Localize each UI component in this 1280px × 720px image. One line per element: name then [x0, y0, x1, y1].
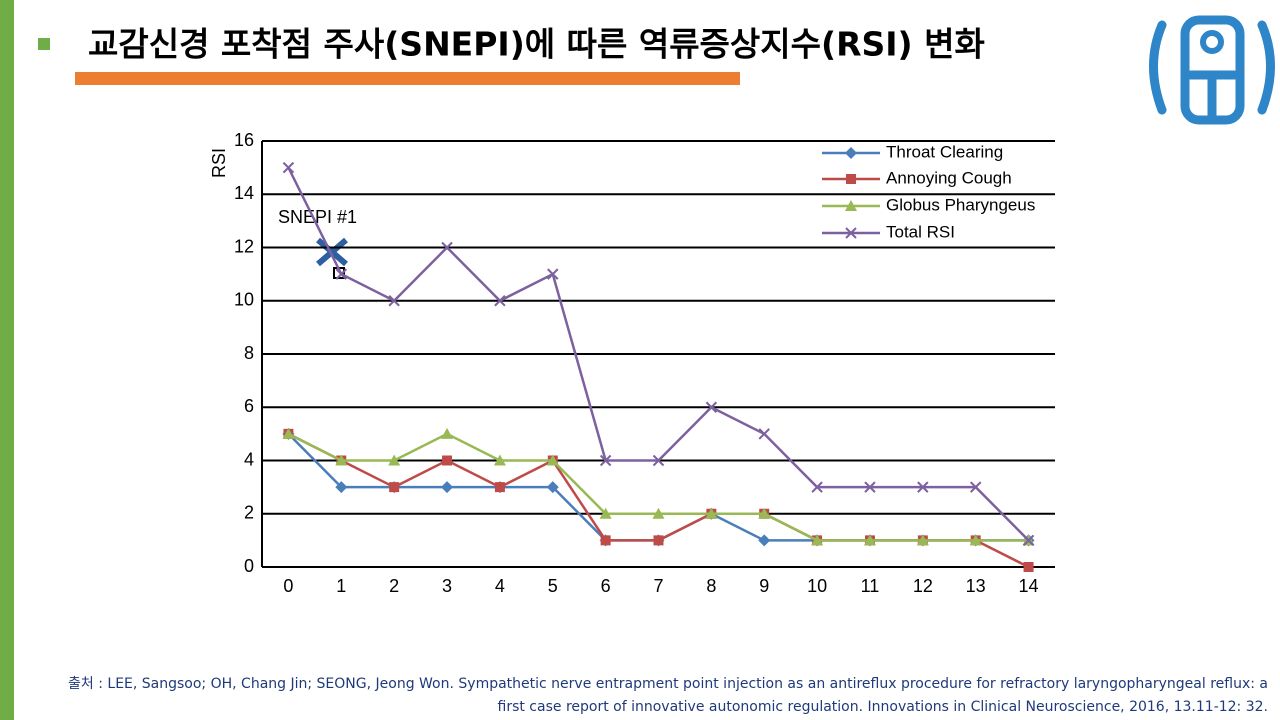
logo	[1149, 15, 1275, 125]
y-tick-label: 4	[244, 449, 254, 469]
marker	[917, 481, 929, 493]
x-tick-label: 4	[495, 576, 505, 596]
series-line	[287, 432, 1030, 569]
legend-label: Total RSI	[886, 222, 955, 241]
legend-label: Throat Clearing	[886, 142, 1003, 161]
x-tick-label: 7	[653, 576, 663, 596]
marker	[335, 454, 348, 466]
marker	[1023, 562, 1034, 572]
marker	[282, 427, 295, 439]
annotation: SNEPI #1	[278, 207, 357, 227]
marker	[846, 174, 856, 184]
x-tick-label: 12	[913, 576, 933, 596]
marker	[845, 227, 857, 239]
legend-label: Globus Pharyngeus	[886, 195, 1035, 214]
source-line: 출처 : LEE, Sangsoo; OH, Chang Jin; SEONG,…	[68, 676, 1268, 692]
y-axis-label: RSI	[209, 148, 229, 178]
marker	[442, 455, 453, 466]
marker	[653, 535, 664, 546]
marker	[652, 454, 665, 467]
marker	[863, 534, 876, 546]
marker	[705, 507, 718, 519]
y-tick-label: 6	[244, 396, 254, 416]
marker	[600, 535, 611, 546]
x-tick-label: 5	[548, 576, 558, 596]
x-tick-label: 2	[389, 576, 399, 596]
marker	[969, 481, 982, 493]
marker	[969, 534, 982, 546]
x-tick-label: 1	[336, 576, 346, 596]
marker	[758, 507, 771, 519]
marker	[494, 482, 505, 493]
marker	[282, 161, 295, 174]
slide-title: 교감신경 포착점 주사(SNEPI)에 따른 역류증상지수(RSI) 변화	[88, 25, 985, 64]
y-tick-label: 8	[244, 343, 254, 363]
y-tick-label: 14	[234, 183, 254, 203]
marker	[705, 401, 718, 413]
x-tick-label: 8	[706, 576, 716, 596]
marker	[845, 147, 857, 159]
marker	[1022, 534, 1035, 547]
x-tick-label: 11	[861, 576, 880, 596]
x-tick-label: 9	[759, 576, 769, 596]
marker	[441, 241, 453, 254]
x-tick-label: 10	[807, 576, 827, 596]
marker	[811, 534, 824, 546]
marker	[599, 507, 612, 519]
marker	[493, 454, 506, 466]
marker	[389, 482, 400, 493]
marker	[441, 427, 454, 439]
x-tick-label: 0	[283, 576, 293, 596]
side-bar	[0, 0, 14, 720]
marker	[599, 454, 612, 467]
y-tick-label: 2	[244, 503, 254, 523]
bullet	[38, 38, 50, 50]
marker	[494, 295, 506, 307]
y-tick-label: 10	[234, 290, 254, 310]
x-tick-label: 6	[601, 576, 611, 596]
marker	[758, 428, 770, 440]
marker	[335, 481, 348, 494]
marker	[546, 454, 559, 466]
y-tick-label: 12	[234, 236, 254, 256]
source-line: first case report of innovative autonomi…	[498, 699, 1269, 715]
marker	[547, 268, 559, 280]
marker	[335, 268, 348, 280]
marker	[388, 295, 400, 307]
marker	[652, 507, 665, 519]
marker	[845, 200, 857, 211]
x-tick-label: 14	[1019, 576, 1039, 596]
x-tick-label: 3	[442, 576, 452, 596]
legend-label: Annoying Cough	[886, 168, 1012, 187]
y-tick-label: 0	[244, 556, 254, 576]
marker	[758, 534, 771, 547]
title-underline	[75, 72, 740, 85]
marker	[864, 481, 876, 493]
marker	[546, 481, 559, 494]
marker	[916, 534, 929, 546]
x-tick-label: 13	[966, 576, 986, 596]
marker	[388, 454, 401, 466]
marker	[811, 481, 823, 493]
y-tick-label: 16	[234, 130, 254, 150]
marker	[441, 481, 454, 494]
